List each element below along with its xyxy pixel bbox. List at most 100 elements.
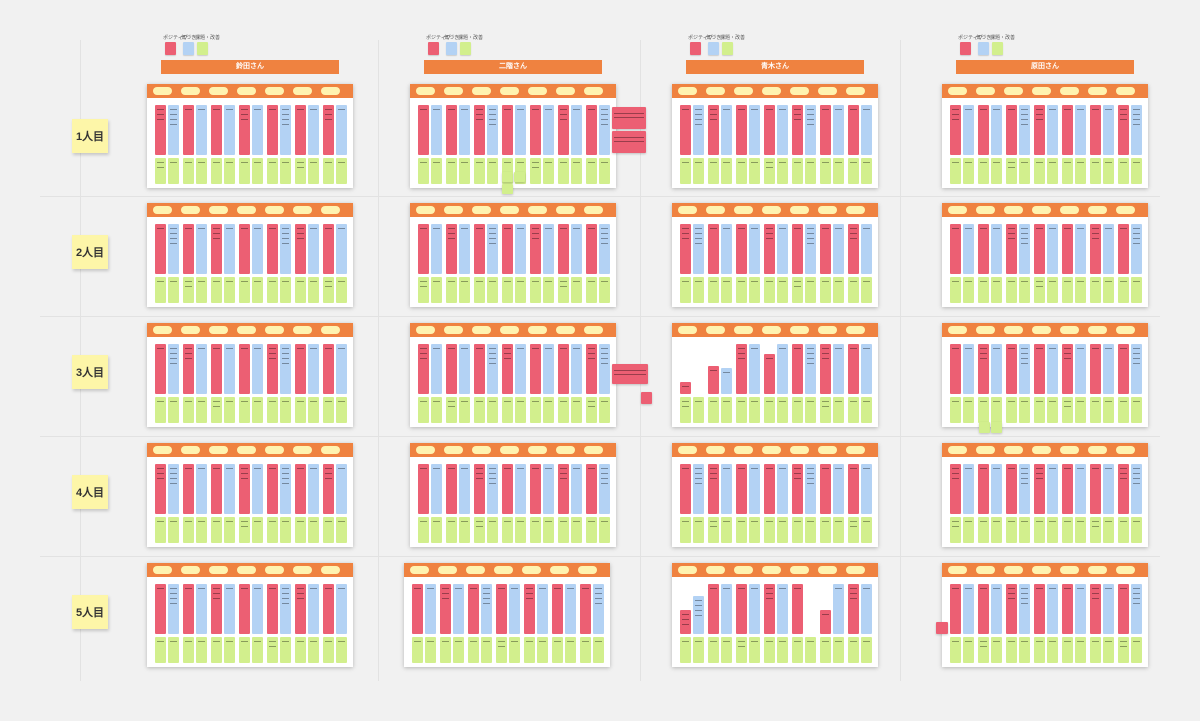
- sticky-note[interactable]: [749, 344, 760, 394]
- sticky-note[interactable]: [805, 637, 816, 663]
- sticky-note[interactable]: [168, 517, 179, 543]
- sticky-note[interactable]: [267, 158, 278, 184]
- stage-pill[interactable]: [1032, 87, 1051, 95]
- sticky-note[interactable]: [323, 277, 334, 303]
- stage-pill[interactable]: [293, 326, 312, 334]
- sticky-note[interactable]: [502, 397, 513, 423]
- sticky-note[interactable]: [211, 397, 222, 423]
- sticky-note[interactable]: [459, 397, 470, 423]
- stage-pill[interactable]: [500, 446, 519, 454]
- sticky-note[interactable]: [1075, 464, 1086, 514]
- stage-pill[interactable]: [416, 446, 435, 454]
- stage-pill[interactable]: [846, 206, 865, 214]
- sticky-note[interactable]: [805, 517, 816, 543]
- sticky-note[interactable]: [708, 584, 719, 634]
- sticky-note[interactable]: [1118, 637, 1129, 663]
- sticky-note[interactable]: [336, 517, 347, 543]
- stage-pill[interactable]: [948, 87, 967, 95]
- stage-pill[interactable]: [790, 326, 809, 334]
- sticky-note[interactable]: [593, 637, 604, 663]
- sticky-note[interactable]: [680, 105, 691, 155]
- stage-pill[interactable]: [153, 206, 172, 214]
- sticky-note[interactable]: [168, 105, 179, 155]
- stage-pill[interactable]: [1088, 566, 1107, 574]
- sticky-note[interactable]: [861, 158, 872, 184]
- sticky-note[interactable]: [586, 344, 597, 394]
- sticky-note[interactable]: [446, 158, 457, 184]
- sticky-note[interactable]: [168, 584, 179, 634]
- sticky-note[interactable]: [481, 637, 492, 663]
- stage-pill[interactable]: [846, 87, 865, 95]
- sticky-note[interactable]: [323, 517, 334, 543]
- sticky-note[interactable]: [991, 464, 1002, 514]
- sticky-note[interactable]: [211, 105, 222, 155]
- journey-board[interactable]: [672, 443, 878, 547]
- stage-pill[interactable]: [265, 566, 284, 574]
- sticky-note[interactable]: [708, 158, 719, 184]
- sticky-note[interactable]: [323, 464, 334, 514]
- sticky-note[interactable]: [211, 584, 222, 634]
- sticky-note[interactable]: [820, 464, 831, 514]
- sticky-note[interactable]: [1118, 517, 1129, 543]
- sticky-note[interactable]: [239, 584, 250, 634]
- sticky-note[interactable]: [431, 277, 442, 303]
- sticky-note[interactable]: [1103, 344, 1114, 394]
- person-header-1[interactable]: 鈴田さん: [161, 60, 339, 74]
- sticky-note[interactable]: [680, 610, 691, 634]
- sticky-note[interactable]: [599, 277, 610, 303]
- sticky-note[interactable]: [431, 464, 442, 514]
- stage-pill[interactable]: [528, 87, 547, 95]
- sticky-note[interactable]: [543, 464, 554, 514]
- sticky-note[interactable]: [459, 224, 470, 274]
- stage-pill[interactable]: [1116, 206, 1135, 214]
- sticky-note[interactable]: [1034, 397, 1045, 423]
- stage-pill[interactable]: [790, 206, 809, 214]
- sticky-note[interactable]: [861, 224, 872, 274]
- sticky-note[interactable]: [453, 637, 464, 663]
- sticky-note[interactable]: [515, 344, 526, 394]
- sticky-note[interactable]: [1075, 637, 1086, 663]
- sticky-note[interactable]: [599, 517, 610, 543]
- sticky-note[interactable]: [1006, 344, 1017, 394]
- sticky-note[interactable]: [440, 584, 451, 634]
- sticky-note[interactable]: [1062, 224, 1073, 274]
- sticky-note[interactable]: [805, 158, 816, 184]
- sticky-note[interactable]: [848, 464, 859, 514]
- row-label-1[interactable]: 1人目: [72, 119, 108, 153]
- stage-pill[interactable]: [265, 87, 284, 95]
- sticky-note[interactable]: [599, 464, 610, 514]
- sticky-note[interactable]: [764, 517, 775, 543]
- sticky-note[interactable]: [1075, 397, 1086, 423]
- sticky-note[interactable]: [963, 344, 974, 394]
- stage-pill[interactable]: [818, 446, 837, 454]
- sticky-note[interactable]: [459, 517, 470, 543]
- sticky-note[interactable]: [1103, 584, 1114, 634]
- sticky-note[interactable]: [721, 277, 732, 303]
- sticky-note[interactable]: [280, 224, 291, 274]
- sticky-note[interactable]: [777, 224, 788, 274]
- sticky-note[interactable]: [336, 224, 347, 274]
- sticky-note[interactable]: [280, 344, 291, 394]
- sticky-note[interactable]: [792, 158, 803, 184]
- sticky-note[interactable]: [1047, 584, 1058, 634]
- sticky-note[interactable]: [336, 277, 347, 303]
- sticky-note[interactable]: [991, 224, 1002, 274]
- stage-pill[interactable]: [209, 446, 228, 454]
- sticky-note[interactable]: [833, 397, 844, 423]
- stage-pill[interactable]: [976, 566, 995, 574]
- stage-pill[interactable]: [818, 326, 837, 334]
- sticky-note[interactable]: [308, 158, 319, 184]
- stage-pill[interactable]: [678, 566, 697, 574]
- sticky-note[interactable]: [1131, 158, 1142, 184]
- sticky-note[interactable]: [1090, 584, 1101, 634]
- sticky-note[interactable]: [792, 344, 803, 394]
- sticky-note[interactable]: [1131, 224, 1142, 274]
- sticky-note[interactable]: [239, 158, 250, 184]
- sticky-note[interactable]: [764, 464, 775, 514]
- sticky-note[interactable]: [777, 105, 788, 155]
- sticky-note[interactable]: [496, 637, 507, 663]
- stage-pill[interactable]: [1088, 206, 1107, 214]
- sticky-note[interactable]: [168, 277, 179, 303]
- sticky-note[interactable]: [861, 517, 872, 543]
- sticky-note[interactable]: [1118, 584, 1129, 634]
